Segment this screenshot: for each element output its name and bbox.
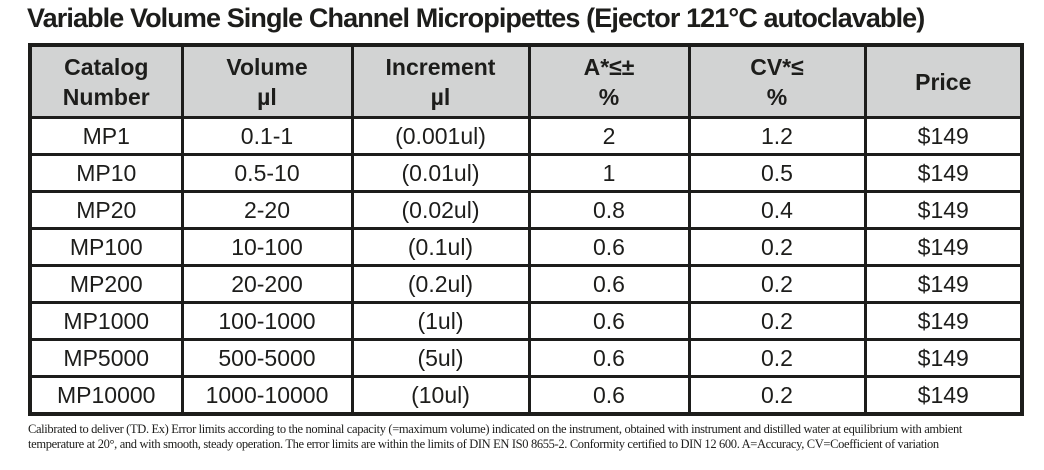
- footnote-line-2: temperature at 20°, and with smooth, ste…: [28, 437, 939, 451]
- cell-increment: (5ul): [350, 338, 531, 378]
- cell-increment: (10ul): [350, 375, 531, 416]
- col-header-sublabel: µl: [430, 83, 451, 110]
- cell-catalog-number: MP10: [28, 153, 184, 193]
- col-header-label: CV*≤: [750, 53, 804, 80]
- cell-increment: (0.001ul): [350, 116, 531, 156]
- cell-catalog-number: MP200: [28, 264, 184, 304]
- cell-cv: 0.5: [687, 153, 867, 193]
- col-header-volume: Volume µl: [180, 43, 354, 119]
- col-header-increment: Increment µl: [350, 43, 531, 119]
- cell-accuracy: 1: [527, 153, 691, 193]
- header-row: Catalog Number Volume µl Increment µl A*≤±%…: [28, 43, 1024, 119]
- cell-price: $149: [863, 301, 1024, 341]
- cell-volume: 10-100: [180, 227, 354, 267]
- cell-volume: 1000-10000: [180, 375, 354, 416]
- col-header-sublabel: µl: [257, 83, 277, 110]
- cell-catalog-number: MP100: [28, 227, 184, 267]
- cell-catalog-number: MP5000: [28, 338, 184, 378]
- table-header: Catalog Number Volume µl Increment µl A*≤±%…: [28, 43, 1024, 119]
- cell-cv: 0.2: [687, 264, 867, 304]
- cell-catalog-number: MP1: [28, 116, 184, 156]
- table-row: MP200 20-200 (0.2ul) 0.6 0.2 $149: [28, 264, 1024, 304]
- cell-volume: 100-1000: [180, 301, 354, 341]
- cell-accuracy: 0.6: [527, 227, 691, 267]
- cell-increment: (0.01ul): [350, 153, 531, 193]
- cell-accuracy: 0.6: [527, 375, 691, 416]
- cell-accuracy: 0.8: [527, 190, 691, 230]
- cell-accuracy: 0.6: [527, 338, 691, 378]
- page-title: Variable Volume Single Channel Micropipe…: [27, 3, 925, 33]
- col-header-cv: CV*≤%: [687, 43, 867, 119]
- cell-cv: 0.2: [687, 301, 867, 341]
- cell-accuracy: 2: [527, 116, 691, 156]
- col-header-label: Price: [915, 68, 972, 95]
- micropipette-spec-table: Catalog Number Volume µl Increment µl A*≤±%…: [28, 43, 1024, 416]
- table-body: MP1 0.1-1 (0.001ul) 2 1.2 $149 MP10 0.5-…: [28, 116, 1024, 416]
- cell-price: $149: [863, 116, 1024, 156]
- footnote-line-1: Calibrated to deliver (TD. Ex) Error lim…: [28, 422, 963, 436]
- cell-volume: 500-5000: [180, 338, 354, 378]
- cell-price: $149: [863, 375, 1024, 416]
- col-header-label: Volume: [226, 53, 308, 80]
- col-header-accuracy: A*≤±%: [527, 43, 691, 119]
- col-header-sublabel: %: [766, 83, 788, 110]
- col-header-price: Price: [863, 43, 1024, 119]
- cell-increment: (1ul): [350, 301, 531, 341]
- col-header-sublabel: %: [598, 83, 620, 110]
- table-row: MP10000 1000-10000 (10ul) 0.6 0.2 $149: [28, 375, 1024, 416]
- table-row: MP10 0.5-10 (0.01ul) 1 0.5 $149: [28, 153, 1024, 193]
- cell-price: $149: [863, 227, 1024, 267]
- cell-volume: 2-20: [180, 190, 354, 230]
- col-header-label: Catalog: [64, 53, 149, 80]
- cell-increment: (0.1ul): [350, 227, 531, 267]
- col-header-sublabel: Number: [62, 83, 150, 110]
- catalog-page: Variable Volume Single Channel Micropipe…: [0, 3, 1044, 470]
- cell-volume: 0.1-1: [180, 116, 354, 156]
- col-header-label: A*≤±: [583, 53, 635, 80]
- table-row: MP100 10-100 (0.1ul) 0.6 0.2 $149: [28, 227, 1024, 267]
- cell-price: $149: [863, 153, 1024, 193]
- cell-accuracy: 0.6: [527, 264, 691, 304]
- table-row: MP5000 500-5000 (5ul) 0.6 0.2 $149: [28, 338, 1024, 378]
- col-header-label: Increment: [385, 53, 496, 80]
- cell-volume: 20-200: [180, 264, 354, 304]
- cell-cv: 0.2: [687, 338, 867, 378]
- footnote: Calibrated to deliver (TD. Ex) Error lim…: [28, 422, 1044, 452]
- cell-price: $149: [863, 264, 1024, 304]
- cell-cv: 0.2: [687, 375, 867, 416]
- table-row: MP20 2-20 (0.02ul) 0.8 0.4 $149: [28, 190, 1024, 230]
- cell-accuracy: 0.6: [527, 301, 691, 341]
- cell-price: $149: [863, 190, 1024, 230]
- table-row: MP1 0.1-1 (0.001ul) 2 1.2 $149: [28, 116, 1024, 156]
- col-header-catalog-number: Catalog Number: [28, 43, 184, 119]
- cell-volume: 0.5-10: [180, 153, 354, 193]
- cell-catalog-number: MP1000: [28, 301, 184, 341]
- table-row: MP1000 100-1000 (1ul) 0.6 0.2 $149: [28, 301, 1024, 341]
- cell-cv: 0.4: [687, 190, 867, 230]
- cell-increment: (0.02ul): [350, 190, 531, 230]
- cell-cv: 1.2: [687, 116, 867, 156]
- cell-catalog-number: MP20: [28, 190, 184, 230]
- cell-catalog-number: MP10000: [28, 375, 184, 416]
- cell-price: $149: [863, 338, 1024, 378]
- cell-cv: 0.2: [687, 227, 867, 267]
- cell-increment: (0.2ul): [350, 264, 531, 304]
